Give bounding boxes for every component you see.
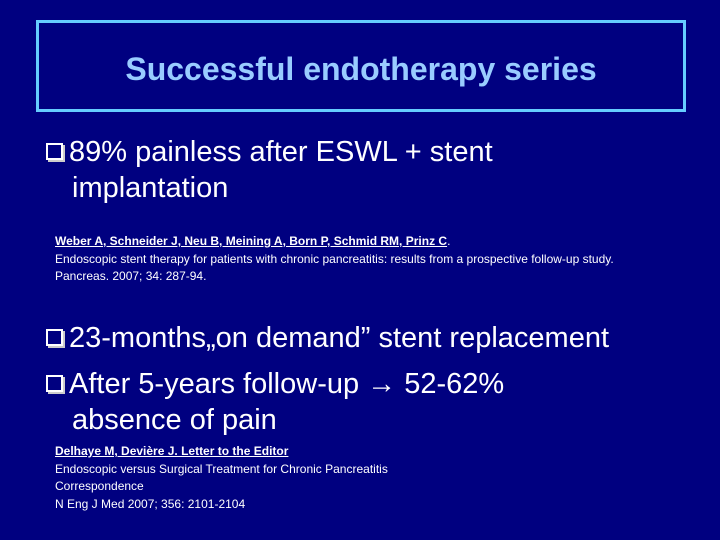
bullet-text: absence of pain [72,404,277,436]
reference-authors-line: Weber A, Schneider J, Neu B, Meining A, … [55,233,614,251]
bullet-box [46,143,63,160]
reference-line: N Eng J Med 2007; 356: 2101-2104 [55,496,246,511]
reference-line: Endoscopic stent therapy for patients wi… [55,251,614,266]
bullet-line: 89% painless after ESWL + stent [46,134,493,170]
reference-authors: Weber A, Schneider J, Neu B, Meining A, … [55,234,448,248]
reference-line: Correspondence [55,479,144,493]
bullet: 89% painless after ESWL + stent implantat… [46,134,493,206]
bullet-text: implantation [72,172,229,204]
bullet-line: implantation [46,170,493,206]
bullet: After 5-years follow-up → 52-62% absence … [46,366,504,438]
bullet-line: After 5-years follow-up → 52-62% [46,366,504,402]
bullet: 23-months„on demand” stent replacement [46,320,609,356]
reference-line: Endoscopic versus Surgical Treatment for… [55,461,388,476]
title: Successful endotherapy series [125,51,597,87]
reference-authors-end: . [447,234,451,248]
bullet-text: 23-months„on demand” stent replacement [69,322,610,354]
reference-authors-line: Delhaye M, Devière J. Letter to the Edit… [55,443,388,461]
bullet-box [46,375,63,392]
reference-authors: Delhaye M, Devière J. Letter to the Edit… [55,444,289,458]
reference-line: Pancreas. 2007; 34: 287-94. [55,269,207,283]
reference: Delhaye M, Devière J. Letter to the Edit… [55,443,388,513]
bullet-text: 89% painless after ESWL + stent [69,136,493,168]
title-box: Successful endotherapy series [36,20,686,112]
bullet-text: After 5-years follow-up → 52-62% [69,368,505,400]
bullet-line: absence of pain [46,402,504,438]
reference: Weber A, Schneider J, Neu B, Meining A, … [55,233,614,286]
bullet-line: 23-months„on demand” stent replacement [46,320,609,356]
bullet-box [46,329,63,346]
